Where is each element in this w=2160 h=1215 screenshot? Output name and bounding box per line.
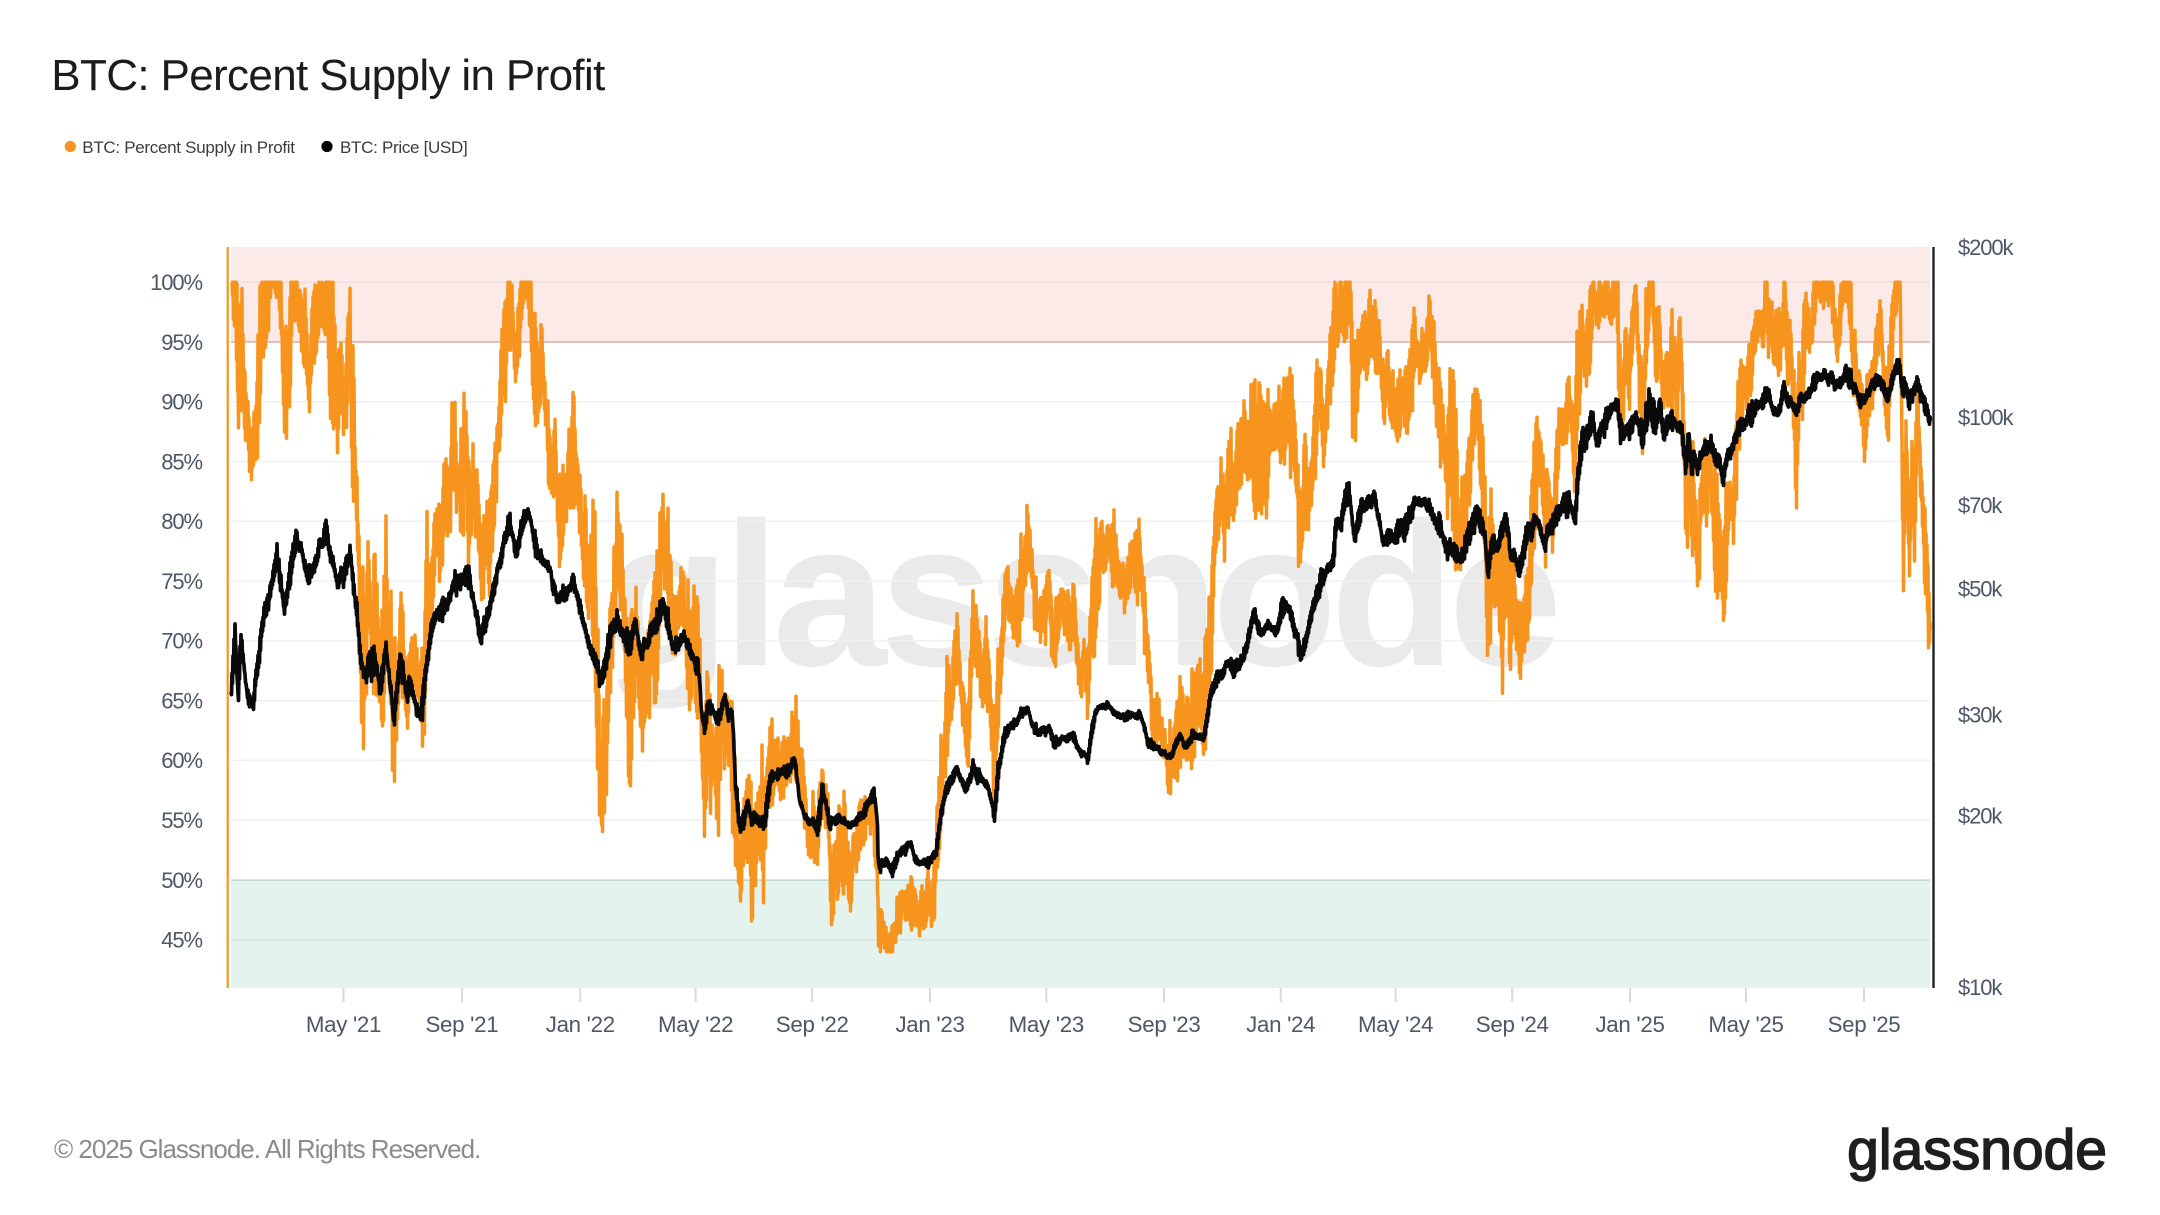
svg-text:$30k: $30k (1958, 702, 2003, 727)
svg-text:80%: 80% (161, 509, 202, 534)
svg-text:Sep '22: Sep '22 (776, 1012, 849, 1037)
svg-text:May '21: May '21 (306, 1012, 381, 1037)
svg-text:45%: 45% (161, 928, 202, 953)
svg-text:Sep '21: Sep '21 (425, 1012, 498, 1037)
svg-text:Jan '23: Jan '23 (895, 1012, 964, 1037)
svg-text:May '24: May '24 (1358, 1012, 1433, 1037)
svg-text:BTC: Percent Supply in Profit: BTC: Percent Supply in Profit (51, 51, 605, 100)
svg-text:$50k: $50k (1958, 577, 2003, 602)
svg-text:$20k: $20k (1958, 804, 2003, 829)
svg-text:May '23: May '23 (1009, 1012, 1084, 1037)
svg-text:70%: 70% (161, 629, 202, 654)
svg-text:BTC: Percent Supply in Profit: BTC: Percent Supply in Profit (82, 138, 295, 157)
svg-text:Sep '24: Sep '24 (1476, 1012, 1549, 1037)
svg-text:95%: 95% (161, 330, 202, 355)
svg-text:Sep '25: Sep '25 (1828, 1012, 1901, 1037)
svg-text:100%: 100% (150, 270, 202, 295)
svg-text:$10k: $10k (1958, 975, 2003, 1000)
svg-text:$100k: $100k (1958, 405, 2015, 430)
svg-text:glassnode: glassnode (1847, 1118, 2107, 1182)
svg-text:May '25: May '25 (1708, 1012, 1783, 1037)
svg-text:$70k: $70k (1958, 493, 2003, 518)
svg-text:75%: 75% (161, 569, 202, 594)
svg-text:May '22: May '22 (658, 1012, 733, 1037)
svg-text:65%: 65% (161, 689, 202, 714)
svg-text:© 2025 Glassnode. All Rights R: © 2025 Glassnode. All Rights Reserved. (54, 1134, 480, 1164)
svg-text:55%: 55% (161, 808, 202, 833)
svg-text:BTC: Price [USD]: BTC: Price [USD] (340, 138, 467, 157)
svg-text:Sep '23: Sep '23 (1128, 1012, 1201, 1037)
svg-text:90%: 90% (161, 390, 202, 415)
svg-text:$200k: $200k (1958, 235, 2015, 260)
svg-text:50%: 50% (161, 868, 202, 893)
svg-text:60%: 60% (161, 748, 202, 773)
svg-text:Jan '22: Jan '22 (546, 1012, 615, 1037)
svg-text:85%: 85% (161, 449, 202, 474)
svg-text:Jan '25: Jan '25 (1595, 1012, 1664, 1037)
svg-text:Jan '24: Jan '24 (1246, 1012, 1315, 1037)
